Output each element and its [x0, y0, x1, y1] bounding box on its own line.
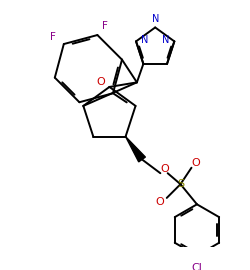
Text: N: N	[162, 35, 170, 45]
Polygon shape	[126, 137, 146, 162]
Text: O: O	[96, 77, 105, 87]
Text: O: O	[192, 158, 200, 168]
Text: O: O	[160, 164, 169, 174]
Text: S: S	[177, 179, 184, 189]
Text: Cl: Cl	[192, 263, 202, 270]
Text: O: O	[155, 197, 164, 207]
Text: F: F	[102, 21, 108, 31]
Text: F: F	[50, 32, 56, 42]
Text: N: N	[140, 35, 148, 45]
Text: N: N	[152, 14, 159, 24]
